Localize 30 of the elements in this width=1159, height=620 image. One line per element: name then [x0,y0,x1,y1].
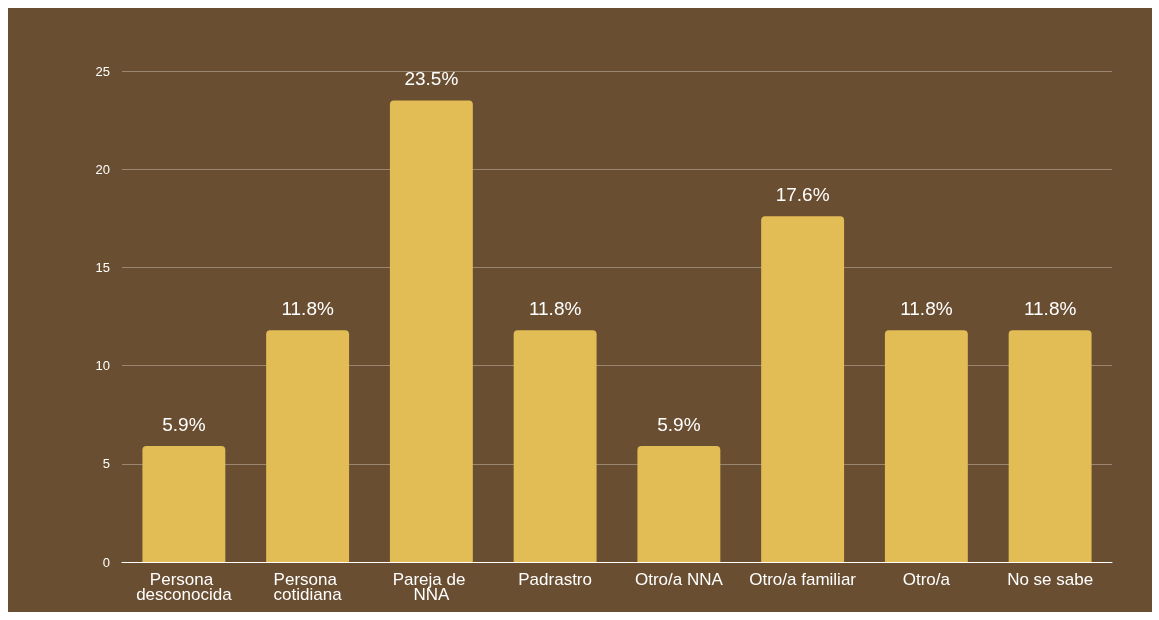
y-tick-label: 5 [102,456,110,472]
bar [142,446,226,562]
bar [761,216,845,562]
y-tick-label: 15 [95,259,110,275]
x-tick-label: Persona desconocida [136,570,233,604]
x-tick-label: Otro/a NNA [634,570,724,589]
bar [389,100,473,562]
y-tick-label: 0 [102,554,110,570]
x-tick-label: Otro/a [902,570,951,589]
y-tick-label: 10 [95,358,110,374]
data-label: 17.6% [775,184,830,206]
bar [637,446,721,562]
x-tick-label: Persona cotidiana [273,570,343,604]
x-tick-label: Pareja de NNA [392,570,471,604]
bar [513,330,597,562]
data-label: 11.8% [900,298,953,320]
data-label: 11.8% [528,298,582,320]
data-label: 11.8% [1023,298,1077,320]
x-tick-label: No se sabe [1007,570,1094,589]
data-label: 5.9% [657,414,701,436]
data-label: 23.5% [404,68,459,90]
x-tick-label: Padrastro [518,570,592,589]
bar [266,330,350,562]
bar [1008,330,1092,562]
y-tick-label: 20 [95,161,110,177]
y-tick-label: 25 [95,63,110,79]
data-label: 5.9% [162,414,206,436]
x-tick-label: Otro/a familiar [749,570,857,589]
data-label: 11.8% [281,298,334,320]
bar [884,330,968,562]
